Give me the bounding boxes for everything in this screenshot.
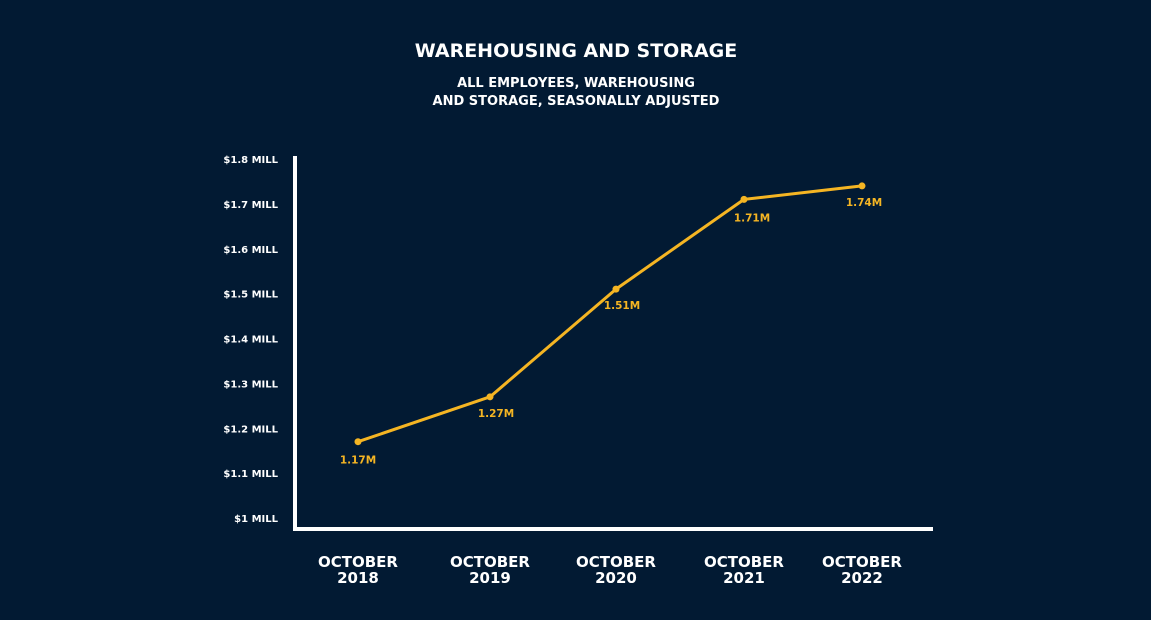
x-tick-label-line: OCTOBER [704,553,784,571]
x-tick-label: OCTOBER 2020 [576,553,656,587]
x-tick-label-line: OCTOBER [450,553,530,571]
data-label: 1.51M [604,300,640,312]
x-tick-label-line: OCTOBER [822,553,902,571]
data-label: 1.17M [340,455,376,467]
x-tick-label-line: 2021 [723,569,765,587]
y-tick-label: $1.5 MILL [223,290,278,301]
series-line [357,184,863,444]
x-tick-label: OCTOBER 2019 [450,553,530,587]
chart-subtitle-line-1: ALL EMPLOYEES, WAREHOUSING [457,76,695,91]
data-point [612,285,620,293]
data-point [354,438,362,446]
x-tick-label-line: 2020 [595,569,637,587]
x-tick-label: OCTOBER 2022 [822,553,902,587]
y-tick-label: $1 MILL [234,514,278,525]
data-label: 1.74M [846,197,882,209]
x-tick-label-line: 2019 [469,569,511,587]
y-tick-label: $1.8 MILL [223,155,278,166]
y-tick-label: $1.3 MILL [223,379,278,390]
data-point [740,195,748,203]
y-tick-label: $1.4 MILL [223,335,278,346]
chart-subtitle-line-2: AND STORAGE, SEASONALLY ADJUSTED [433,94,720,109]
y-tick-label: $1.6 MILL [223,245,278,256]
y-tick-label: $1.1 MILL [223,469,278,480]
x-tick-label-line: 2022 [841,569,883,587]
chart-title: WAREHOUSING AND STORAGE [415,40,737,62]
x-tick-label: OCTOBER 2018 [318,553,398,587]
data-label: 1.27M [478,408,514,420]
y-tick-label: $1.2 MILL [223,424,278,435]
x-tick-label-line: OCTOBER [318,553,398,571]
data-point [858,182,866,190]
x-tick-label: OCTOBER 2021 [704,553,784,587]
data-point [486,393,494,401]
x-tick-label-line: 2018 [337,569,379,587]
x-tick-label-line: OCTOBER [576,553,656,571]
data-label: 1.71M [734,212,770,224]
y-tick-label: $1.7 MILL [223,200,278,211]
